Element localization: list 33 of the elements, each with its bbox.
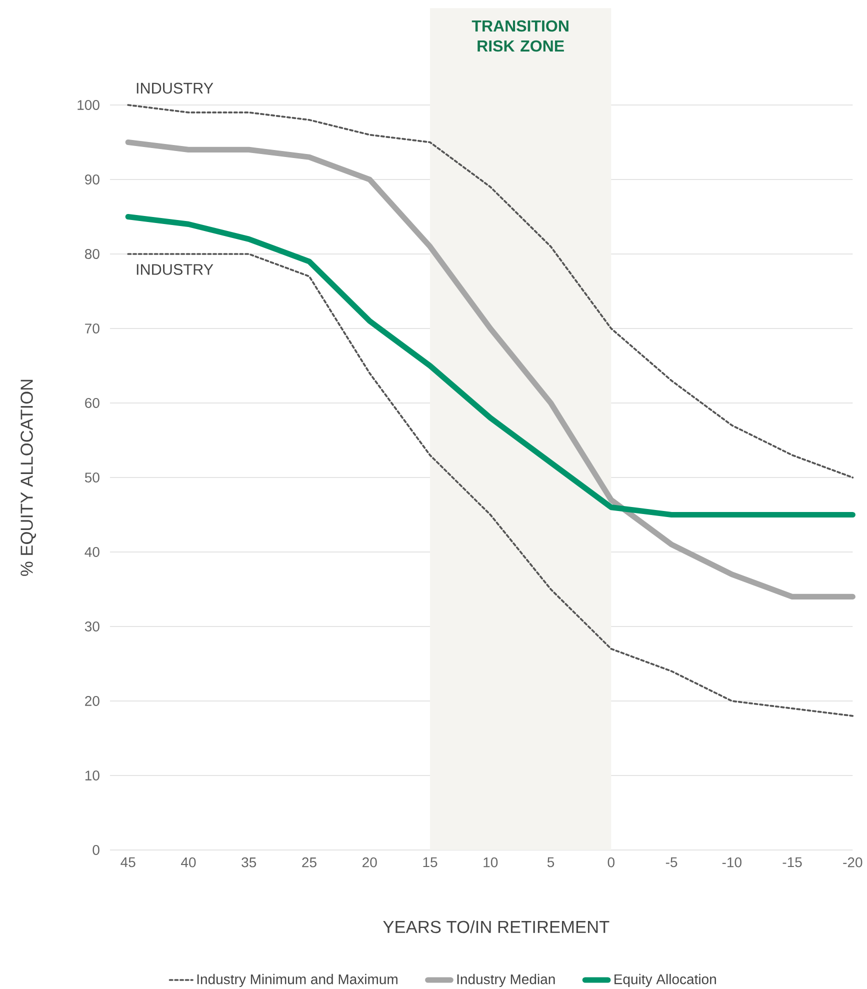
y-tick-label: 40	[84, 547, 100, 557]
legend-label: Industry Median	[457, 974, 555, 987]
x-tick-label: -5	[666, 857, 678, 868]
x-tick-label: 15	[423, 857, 438, 868]
y-tick-label: 80	[84, 249, 100, 259]
band-label: TRANSITION RISK ZONE	[472, 20, 568, 52]
legend-label: Equity Allocation	[614, 974, 716, 987]
x-tick-label: 10	[484, 857, 498, 868]
x-tick-label: 5	[547, 857, 554, 868]
x-tick-label: -15	[782, 857, 802, 868]
y-tick-label: 60	[85, 398, 100, 408]
x-tick-label: -20	[843, 857, 862, 868]
y-tick-label: 10	[85, 770, 100, 780]
annotation: INDUSTRY	[136, 82, 214, 94]
x-tick-label: 40	[181, 857, 196, 868]
x-tick-label: 35	[242, 857, 256, 868]
y-tick-label: 20	[85, 696, 100, 706]
y-tick-label: 30	[84, 622, 100, 632]
y-tick-label: 0	[92, 845, 100, 855]
y-axis-title: % EQUITY ALLOCATION	[20, 380, 36, 576]
x-tick-label: 45	[120, 857, 136, 868]
x-axis-title: YEARS TO/IN RETIREMENT	[383, 920, 610, 934]
annotation: INDUSTRY	[136, 264, 214, 275]
line-series	[127, 104, 854, 478]
legend-label: Industry Minimum and Maximum	[197, 974, 398, 987]
x-tick-label: -10	[722, 857, 742, 868]
y-tick-label: 100	[78, 100, 100, 110]
x-tick-label: 20	[362, 857, 377, 868]
y-tick-label: 50	[84, 472, 100, 482]
y-tick-label: 70	[85, 324, 100, 334]
x-tick-label: 25	[302, 857, 316, 868]
x-tick-label: 0	[608, 857, 614, 868]
y-tick-label: 90	[85, 174, 100, 184]
